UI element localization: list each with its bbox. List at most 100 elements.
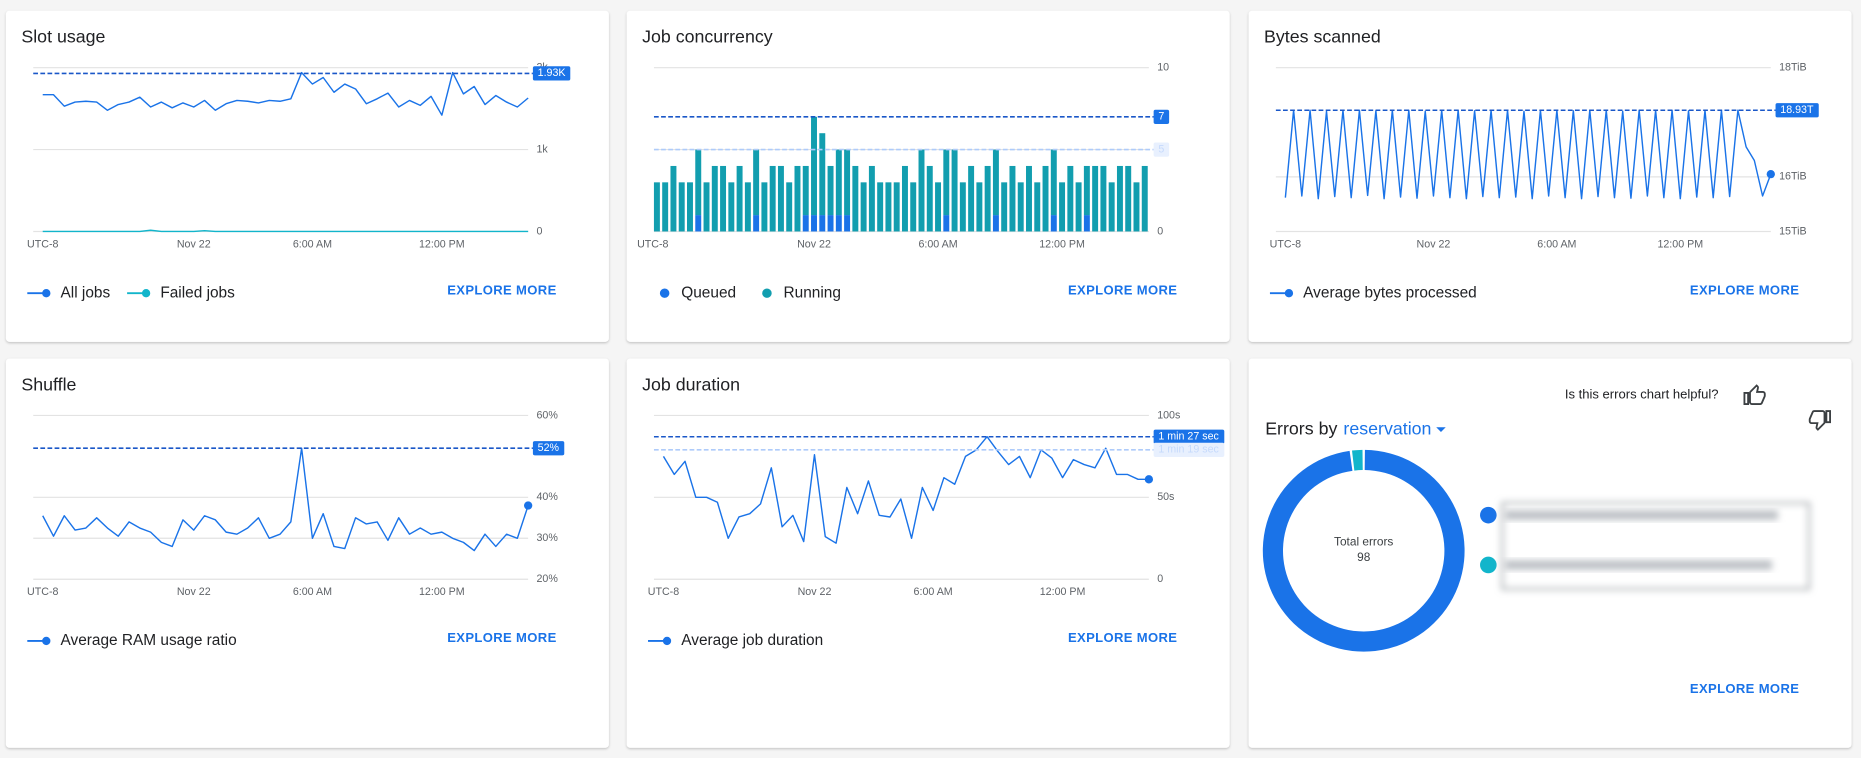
explore-more[interactable]: EXPLORE MORE [1068, 630, 1177, 645]
explore-more[interactable]: EXPLORE MORE [1690, 681, 1799, 696]
reference-badge [532, 441, 565, 456]
x-tick-label: 12:00 PM [1657, 238, 1703, 250]
bar [1083, 215, 1090, 232]
bar [984, 165, 991, 232]
legend-label: Running [784, 284, 841, 301]
bar [687, 182, 693, 232]
y-tick-label: 100s [1157, 409, 1180, 421]
dropdown[interactable]: reservation [1343, 418, 1431, 438]
card [5, 358, 609, 748]
legend-dot [1480, 506, 1497, 524]
legend-dot [1284, 289, 1294, 298]
bar [744, 182, 751, 232]
legend-dot [42, 636, 51, 646]
series-line [42, 71, 529, 116]
bar [860, 182, 867, 232]
reference-badge-label: 52% [538, 442, 560, 454]
bar [901, 165, 908, 232]
bar [1108, 182, 1115, 232]
thumbs-down[interactable] [1808, 410, 1831, 431]
bar [976, 182, 983, 232]
y-tick-label: 1k [536, 143, 548, 155]
y-tick-label: 30% [536, 532, 558, 544]
x-tick-label: Nov 22 [1417, 238, 1451, 250]
bar [943, 215, 950, 232]
redacted-text [1504, 510, 1778, 520]
bar [761, 182, 768, 232]
bar [662, 182, 669, 232]
bar [703, 182, 710, 232]
bar [992, 215, 999, 232]
bar [802, 165, 809, 216]
explore-more[interactable]: EXPLORE MORE [1690, 282, 1799, 297]
bar [653, 182, 660, 232]
bar [1141, 165, 1148, 232]
bar [819, 215, 826, 232]
explore-more[interactable]: EXPLORE MORE [447, 630, 556, 645]
y-tick-label: 0 [1157, 573, 1163, 585]
x-tick-label: 12:00 PM [419, 238, 465, 250]
x-tick-label: 6:00 AM [914, 586, 953, 598]
bar [935, 182, 942, 232]
bar [678, 182, 685, 232]
x-tick-label: Nov 22 [797, 238, 831, 250]
bar [1067, 165, 1074, 232]
x-tick-label: 6:00 AM [1537, 238, 1576, 250]
bar [777, 165, 784, 232]
bar [1100, 165, 1107, 232]
card-title: Bytes scanned [1264, 27, 1381, 47]
bar [811, 116, 817, 216]
donut-slice [1352, 449, 1363, 471]
explore-more[interactable]: EXPLORE MORE [447, 282, 556, 297]
legend-label: Failed jobs [160, 284, 235, 301]
y-tick-label: 15TiB [1779, 225, 1806, 237]
bar [670, 165, 677, 232]
x-tick-label: UTC-8 [27, 586, 58, 598]
series-line [42, 229, 529, 233]
explore-more[interactable]: EXPLORE MORE [1068, 282, 1177, 297]
bar [720, 165, 727, 232]
end-marker [523, 501, 533, 510]
thumbs-up[interactable] [1743, 384, 1766, 405]
x-tick-label: UTC-8 [27, 238, 58, 250]
bar [968, 165, 975, 232]
reference-badge [532, 66, 571, 81]
x-tick-label: 12:00 PM [419, 586, 465, 598]
bar [1050, 149, 1057, 216]
bar [811, 215, 817, 232]
bar [1017, 182, 1024, 232]
redacted-text [1504, 560, 1772, 570]
x-tick-label: 12:00 PM [1039, 238, 1085, 250]
dropdown-caret[interactable] [1436, 427, 1446, 433]
bar [1050, 215, 1057, 232]
bar [1125, 165, 1132, 232]
x-tick-label: 12:00 PM [1040, 586, 1086, 598]
card [5, 10, 609, 342]
bar [695, 149, 702, 216]
bar [728, 182, 735, 232]
bar [868, 165, 875, 232]
y-tick-label: 0 [536, 225, 542, 237]
legend-label: Average bytes processed [1303, 284, 1477, 301]
bar [1034, 182, 1041, 232]
bar [736, 165, 743, 232]
y-tick-label: 18TiB [1779, 62, 1806, 74]
bar [951, 149, 958, 232]
card-title: Job concurrency [642, 27, 773, 47]
legend-label: All jobs [61, 284, 111, 301]
x-tick-label: 6:00 AM [293, 238, 332, 250]
legend-label: Average RAM usage ratio [61, 632, 237, 649]
bar [943, 149, 950, 216]
bar [959, 182, 966, 232]
y-tick-label: 20% [536, 573, 558, 585]
card-title: Slot usage [21, 27, 105, 47]
card-title: Job duration [642, 374, 740, 394]
center-total: 98 [1357, 550, 1371, 564]
x-tick-label: 6:00 AM [293, 586, 332, 598]
legend-dot [659, 288, 670, 298]
legend-label: Queued [681, 284, 736, 301]
legend-label: Average job duration [681, 632, 823, 649]
bar [835, 215, 842, 232]
bar [827, 215, 834, 232]
